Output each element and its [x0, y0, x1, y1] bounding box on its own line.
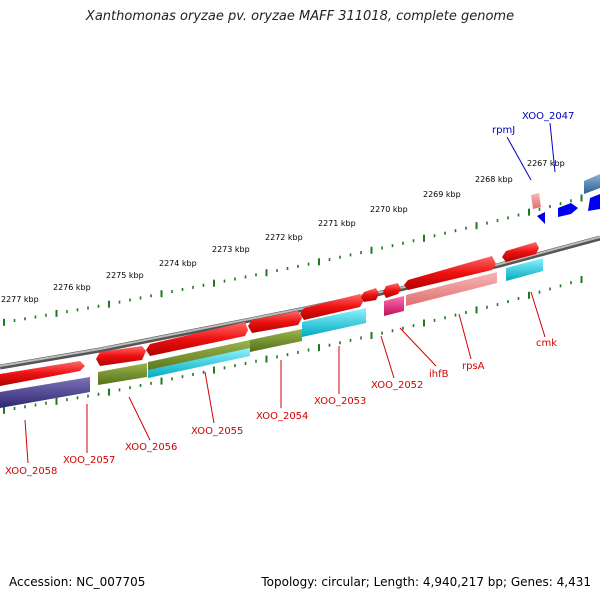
- map-title: Xanthomonas oryzae pv. oryzae MAFF 31101…: [85, 9, 515, 24]
- gene-label-xoo-2052[interactable]: XOO_2052: [371, 380, 423, 391]
- gene-xoo-2052-forward[interactable]: [383, 283, 401, 298]
- leader-lines-above: [506, 122, 556, 181]
- accession-text: Accession: NC_007705: [9, 575, 146, 589]
- kbp-label: 2269 kbp: [423, 190, 461, 199]
- gene-cmk-forward[interactable]: [502, 242, 539, 262]
- gene-label-xoo-2047[interactable]: XOO_2047: [522, 111, 574, 122]
- kbp-label: 2271 kbp: [318, 219, 356, 228]
- gene-rpmj[interactable]: [531, 193, 541, 209]
- gene-xoo-2047[interactable]: [584, 174, 600, 194]
- gene-label-xoo-2054[interactable]: XOO_2054: [256, 411, 308, 422]
- kbp-label: 2270 kbp: [370, 205, 408, 214]
- gene-xoo-2058-forward[interactable]: [0, 361, 85, 386]
- kbp-label: 2273 kbp: [212, 245, 250, 254]
- gene-rpsa-forward[interactable]: [404, 256, 496, 290]
- gene-label-cmk[interactable]: cmk: [536, 338, 557, 349]
- kbp-labels: 2267 kbp 2268 kbp 2269 kbp 2270 kbp 2271…: [1, 159, 565, 304]
- tick-track: [3, 194, 583, 414]
- gene-label-ihfb[interactable]: ihfB: [429, 369, 449, 380]
- gene-label-xoo-2056[interactable]: XOO_2056: [125, 442, 177, 453]
- gene-xoo-2052[interactable]: [384, 296, 404, 316]
- gene-xoo-2057[interactable]: [98, 363, 147, 385]
- outer-track-genes: [531, 174, 600, 224]
- gene-rpsa[interactable]: [406, 272, 497, 306]
- gene-labels-above: rpmJ XOO_2047: [492, 111, 574, 136]
- gene-xoo-2057-forward[interactable]: [96, 346, 146, 366]
- gene-xoo-2058[interactable]: [0, 377, 90, 408]
- gene-label-rpsa[interactable]: rpsA: [462, 361, 485, 372]
- gene-xoo-2055-forward[interactable]: [248, 311, 302, 333]
- kbp-label: 2272 kbp: [265, 233, 303, 242]
- topology-text: Topology: circular; Length: 4,940,217 bp…: [261, 575, 591, 589]
- gene-label-xoo-2058[interactable]: XOO_2058: [5, 466, 57, 477]
- forward-strand-genes: [0, 242, 539, 386]
- gene-xoo-2053[interactable]: [302, 308, 366, 337]
- gene-xoo-2048[interactable]: [558, 203, 578, 217]
- gene-label-xoo-2055[interactable]: XOO_2055: [191, 426, 243, 437]
- gene-label-rpmj[interactable]: rpmJ: [492, 125, 515, 136]
- kbp-label: 2267 kbp: [527, 159, 565, 168]
- gene-label-xoo-2053[interactable]: XOO_2053: [314, 396, 366, 407]
- gene-xoo-2056-forward[interactable]: [146, 322, 248, 356]
- gene-xoo-2054[interactable]: [250, 329, 302, 352]
- gene-cmk[interactable]: [506, 258, 543, 281]
- gene-ihfb-forward[interactable]: [361, 288, 379, 302]
- reverse-strand-genes: [0, 258, 543, 408]
- gene-xoo-2055[interactable]: [148, 348, 250, 378]
- leader-lines-below: [24, 291, 546, 464]
- gene-label-xoo-2057[interactable]: XOO_2057: [63, 455, 115, 466]
- kbp-label: 2274 kbp: [159, 259, 197, 268]
- kbp-label: 2277 kbp: [1, 295, 39, 304]
- kbp-label: 2268 kbp: [475, 175, 513, 184]
- gene-xoo-2047-blue[interactable]: [588, 194, 600, 211]
- gene-small-blue-arrow[interactable]: [537, 212, 545, 224]
- gene-labels-below: cmk rpsA ihfB XOO_2052 XOO_2053 XOO_2054…: [5, 338, 557, 477]
- kbp-label: 2275 kbp: [106, 271, 144, 280]
- genome-backbone-highlight: [0, 236, 600, 367]
- kbp-label: 2276 kbp: [53, 283, 91, 292]
- gene-xoo-2053-forward[interactable]: [300, 294, 364, 320]
